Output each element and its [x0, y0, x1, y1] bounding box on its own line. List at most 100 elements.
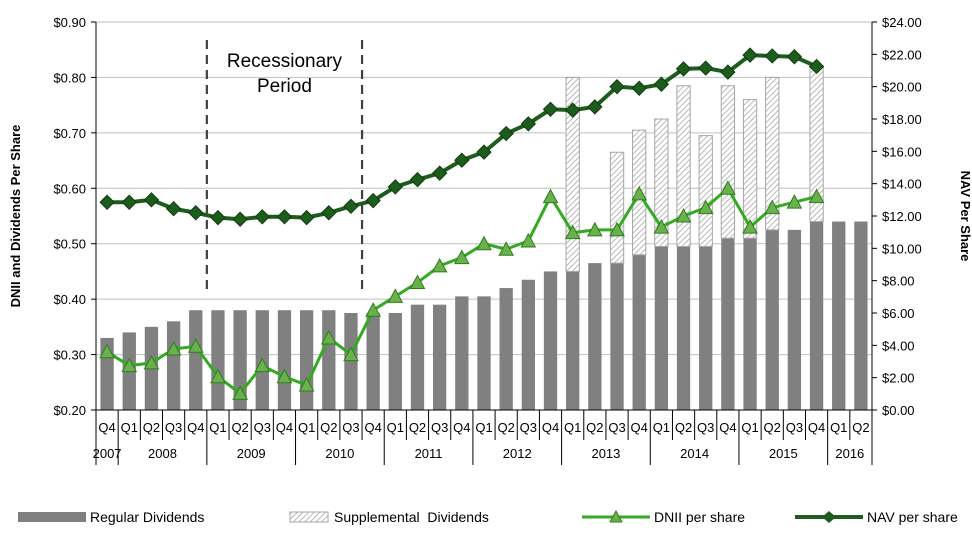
nav-point [564, 102, 581, 118]
y2-axis-tick-label: $0.00 [882, 403, 915, 418]
dnii-point [453, 249, 470, 265]
x-axis-year-label: 2010 [325, 446, 354, 461]
dnii-point [786, 194, 803, 209]
x-axis-quarter-label: Q3 [342, 420, 359, 435]
x-axis-year-label: 2011 [415, 446, 443, 461]
x-axis-quarter-label: Q3 [431, 420, 448, 435]
dnii-point [587, 221, 603, 237]
x-axis-quarter-label: Q1 [741, 420, 758, 435]
dnii-point [165, 340, 182, 356]
nav-point [143, 192, 160, 208]
y-axis-title: DNII and Dividends Per Share [8, 125, 23, 308]
x-axis-quarter-label: Q1 [475, 420, 492, 435]
dnii-point [276, 368, 293, 384]
dnii-point [343, 346, 359, 362]
x-axis-year-label: 2008 [148, 446, 177, 461]
regular-dividend-bar [699, 246, 713, 410]
x-axis-year-label: 2012 [503, 446, 532, 461]
nav-point [498, 125, 514, 142]
dnii-point [409, 274, 426, 290]
x-axis-quarter-label: Q2 [143, 420, 160, 435]
dnii-point [232, 385, 248, 400]
nav-point [520, 116, 537, 132]
y2-axis-tick-label: $22.00 [882, 47, 922, 62]
dnii-point [764, 199, 781, 215]
x-axis-quarter-label: Q1 [830, 420, 847, 435]
regular-dividend-bar [566, 271, 580, 410]
nav-point [742, 47, 758, 63]
x-axis-quarter-label: Q1 [298, 420, 315, 435]
dnii-point [675, 207, 692, 223]
dnii-point [143, 354, 160, 370]
regular-dividend-bar [366, 313, 380, 410]
x-axis-quarter-label: Q4 [631, 420, 648, 435]
y-axis-tick-label: $0.40 [53, 292, 86, 307]
x-axis-quarter-label: Q3 [608, 420, 625, 435]
x-axis-quarter-label: Q3 [254, 420, 271, 435]
y-axis-tick-label: $0.30 [53, 348, 86, 363]
x-axis-quarter-label: Q3 [520, 420, 537, 435]
regular-dividend-bar [765, 229, 779, 410]
x-axis-quarter-label: Q2 [497, 420, 514, 435]
x-axis-quarter-label: Q4 [364, 420, 381, 435]
nav-point [298, 209, 315, 226]
supplemental-dividend-bar [565, 76, 580, 272]
regular-dividend-bar [322, 310, 336, 410]
dnii-point [498, 241, 515, 256]
x-axis-quarter-label: Q1 [387, 420, 404, 435]
nav-point [99, 194, 115, 210]
x-axis-year-label: 2014 [680, 446, 709, 461]
y2-axis-tick-label: $20.00 [882, 80, 922, 95]
nav-point [276, 209, 293, 225]
dnii-point [254, 357, 271, 373]
x-axis-year-label: 2016 [835, 446, 864, 461]
x-axis-quarter-label: Q3 [786, 420, 803, 435]
legend-label-supplemental-dividends: Supplemental Dividends [334, 509, 489, 525]
y2-axis-tick-label: $24.00 [882, 15, 922, 30]
regular-dividend-bar [854, 221, 868, 410]
regular-dividend-bar [233, 310, 247, 410]
x-axis-quarter-label: Q4 [187, 420, 204, 435]
legend-label-dnii: DNII per share [654, 509, 745, 525]
nav-point [764, 48, 780, 64]
nav-point [165, 201, 182, 217]
nav-point [343, 198, 359, 215]
x-axis-quarter-label: Q4 [542, 420, 559, 435]
nav-point [431, 165, 448, 181]
y2-axis-title: NAV Per Share [958, 171, 972, 262]
x-axis-quarter-label: Q2 [586, 420, 603, 435]
y2-axis-tick-label: $8.00 [882, 274, 915, 289]
x-axis-quarter-label: Q4 [719, 420, 736, 435]
nav-point [720, 64, 736, 80]
y2-axis-tick-label: $6.00 [882, 306, 915, 321]
nav-point [121, 194, 137, 210]
x-axis-quarter-label: Q2 [409, 420, 426, 435]
dnii-point [520, 232, 537, 248]
nav-point [476, 144, 492, 160]
nav-point [409, 171, 426, 188]
regular-dividend-bar [632, 254, 646, 410]
supplemental-dividend-bar [676, 85, 691, 247]
regular-dividend-bar [477, 296, 491, 410]
dnii-point [210, 368, 226, 384]
dnii-point [187, 338, 204, 353]
supplemental-dividend-bar [698, 135, 713, 247]
legend-swatch-dnii-marker [609, 509, 623, 523]
regular-dividend-bar [455, 296, 469, 410]
x-axis-quarter-label: Q1 [121, 420, 138, 435]
dnii-point [720, 180, 736, 195]
dnii-point [564, 224, 581, 240]
regular-dividend-bar [344, 313, 358, 410]
nav-point [210, 209, 226, 226]
x-axis-quarter-label: Q4 [808, 420, 825, 435]
x-axis-quarter-label: Q2 [320, 420, 337, 435]
nav-point [321, 205, 337, 221]
legend-swatch-regular-dividends [18, 512, 86, 522]
dnii-point [697, 199, 714, 215]
regular-dividend-bar [521, 279, 535, 410]
legend-label-regular-dividends: Regular Dividends [90, 509, 204, 525]
regular-dividend-bar [787, 229, 802, 410]
x-axis-quarter-label: Q2 [852, 420, 869, 435]
regular-dividend-bar [610, 263, 624, 410]
